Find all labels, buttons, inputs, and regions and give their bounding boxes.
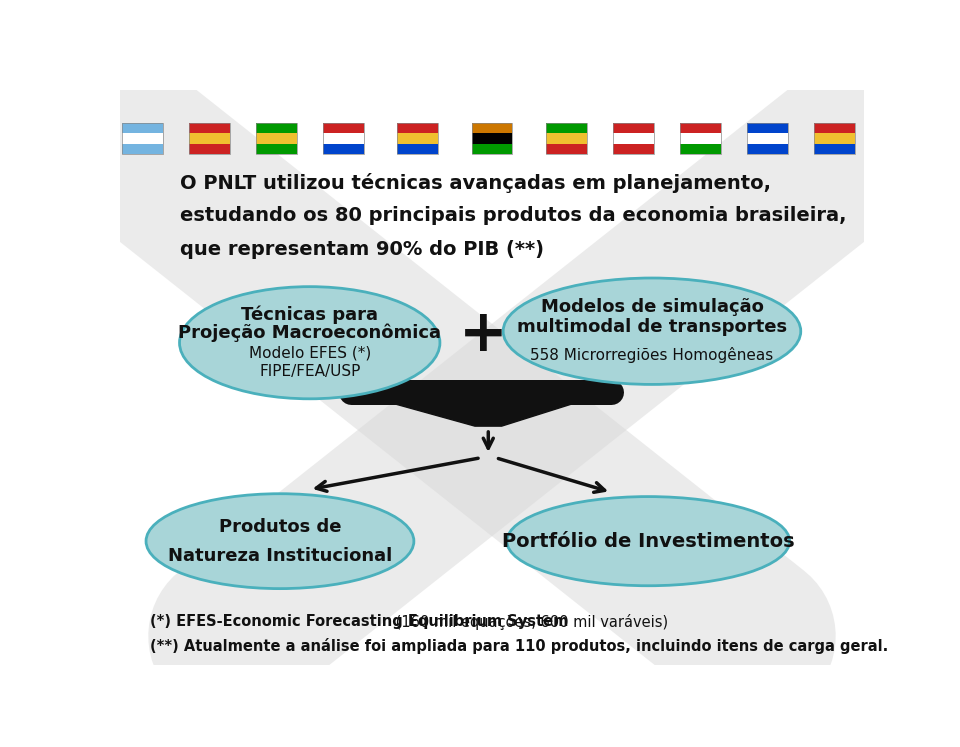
Text: Portfólio de Investimentos: Portfólio de Investimentos (502, 532, 795, 551)
Text: Projeção Macroeconômica: Projeção Macroeconômica (179, 323, 442, 341)
Bar (323, 133, 364, 144)
Text: (**) Atualmente a análise foi ampliada para 110 produtos, incluindo itens de car: (**) Atualmente a análise foi ampliada p… (150, 639, 888, 654)
Bar (747, 133, 788, 144)
Bar (814, 133, 854, 144)
Bar (747, 144, 788, 155)
Bar (397, 133, 438, 144)
Bar (747, 123, 788, 155)
Bar (612, 133, 654, 144)
Bar (255, 144, 297, 155)
Bar (612, 123, 654, 155)
Bar (122, 133, 163, 144)
Bar (397, 123, 438, 155)
Bar (189, 123, 229, 155)
Text: Natureza Institucional: Natureza Institucional (168, 547, 392, 565)
Text: Modelos de simulação: Modelos de simulação (540, 298, 763, 316)
Bar (255, 123, 297, 155)
Text: Modelo EFES (*): Modelo EFES (*) (249, 346, 371, 361)
Bar (612, 123, 654, 133)
Ellipse shape (146, 494, 414, 589)
Text: Produtos de: Produtos de (219, 518, 341, 536)
Bar (546, 123, 587, 133)
Bar (546, 133, 587, 144)
Ellipse shape (507, 497, 789, 586)
Bar (122, 123, 163, 155)
Bar (189, 123, 229, 133)
Bar (546, 123, 587, 155)
Text: multimodal de transportes: multimodal de transportes (516, 317, 787, 335)
Text: estudando os 80 principais produtos da economia brasileira,: estudando os 80 principais produtos da e… (180, 206, 846, 226)
Bar (255, 123, 297, 133)
Text: Técnicas para: Técnicas para (241, 306, 378, 324)
Bar (471, 123, 513, 133)
Text: FIPE/FEA/USP: FIPE/FEA/USP (259, 364, 360, 379)
Bar (546, 144, 587, 155)
Text: (*) EFES-Economic Forecasting Equilibrium System: (*) EFES-Economic Forecasting Equilibriu… (150, 614, 568, 629)
Bar (323, 123, 364, 133)
Bar (680, 123, 721, 155)
Bar (323, 144, 364, 155)
Bar (471, 133, 513, 144)
Bar (814, 123, 854, 155)
Bar (323, 123, 364, 155)
Text: (160 mil equações, 600 mil varáveis): (160 mil equações, 600 mil varáveis) (391, 614, 668, 630)
Text: O PNLT utilizou técnicas avançadas em planejamento,: O PNLT utilizou técnicas avançadas em pl… (180, 173, 771, 193)
Text: +: + (459, 306, 508, 362)
Bar (814, 123, 854, 133)
Bar (612, 144, 654, 155)
Bar (471, 123, 513, 155)
Text: que representam 90% do PIB (**): que representam 90% do PIB (**) (180, 240, 543, 258)
Bar (397, 123, 438, 133)
Polygon shape (350, 391, 611, 426)
Bar (397, 144, 438, 155)
Bar (680, 144, 721, 155)
Bar (680, 123, 721, 133)
Bar (189, 144, 229, 155)
Bar (471, 144, 513, 155)
Ellipse shape (503, 278, 801, 385)
Ellipse shape (180, 287, 440, 399)
Bar (255, 133, 297, 144)
Bar (189, 133, 229, 144)
Bar (122, 144, 163, 155)
Bar (122, 123, 163, 133)
Bar (747, 123, 788, 133)
Bar (680, 133, 721, 144)
Text: 558 Microrregiões Homogêneas: 558 Microrregiões Homogêneas (530, 347, 774, 363)
Bar (814, 144, 854, 155)
